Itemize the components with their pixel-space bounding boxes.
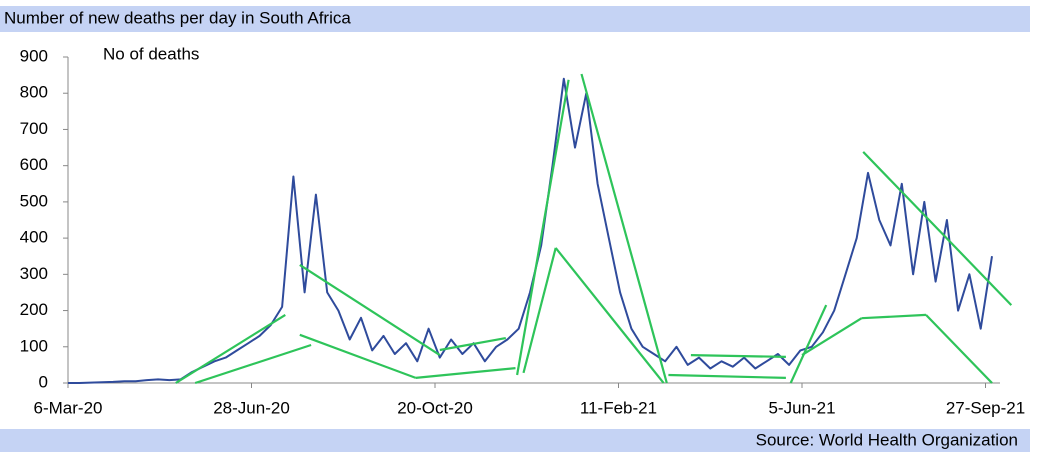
y-tick-label: 300 [20,264,48,283]
trend-line [299,263,441,357]
y-tick-label: 0 [39,372,48,391]
y-tick-label: 600 [20,155,48,174]
y-tick-label: 900 [20,46,48,65]
y-tick-label: 700 [20,119,48,138]
y-tick-label: 200 [20,300,48,319]
trend-line [194,343,312,385]
x-tick-label: 28-Jun-20 [213,398,290,417]
x-tick-label: 27-Sep-21 [946,398,1025,417]
trend-line [580,73,668,384]
y-tick-label: 500 [20,191,48,210]
trend-line [668,373,786,379]
trend-line [690,354,786,358]
x-tick-label: 20-Oct-20 [397,398,473,417]
source-banner [0,429,1030,452]
x-tick-label: 6-Mar-20 [34,398,103,417]
trend-line [516,79,570,376]
trend-line [175,313,286,384]
series-line [68,77,993,384]
y-tick-label: 400 [20,228,48,247]
trend-line [925,314,993,384]
trend-line [789,304,828,384]
trend-line [801,317,863,357]
x-tick-label: 5-Jun-21 [768,398,835,417]
trend-line [439,337,506,352]
y-tick-label: 800 [20,83,48,102]
trend-line [522,247,557,374]
trend-line [861,313,927,320]
y-axis-label: No of deaths [103,44,199,63]
trend-line [554,247,665,384]
trend-line [299,333,417,379]
source: Source: World Health Organization [756,430,1018,449]
x-tick-label: 11-Feb-21 [580,398,657,417]
trend-line [415,367,516,379]
y-tick-label: 100 [20,336,48,355]
chart-title: Number of new deaths per day in South Af… [4,8,351,27]
trend-line [862,151,1013,306]
title-banner [0,6,1030,32]
